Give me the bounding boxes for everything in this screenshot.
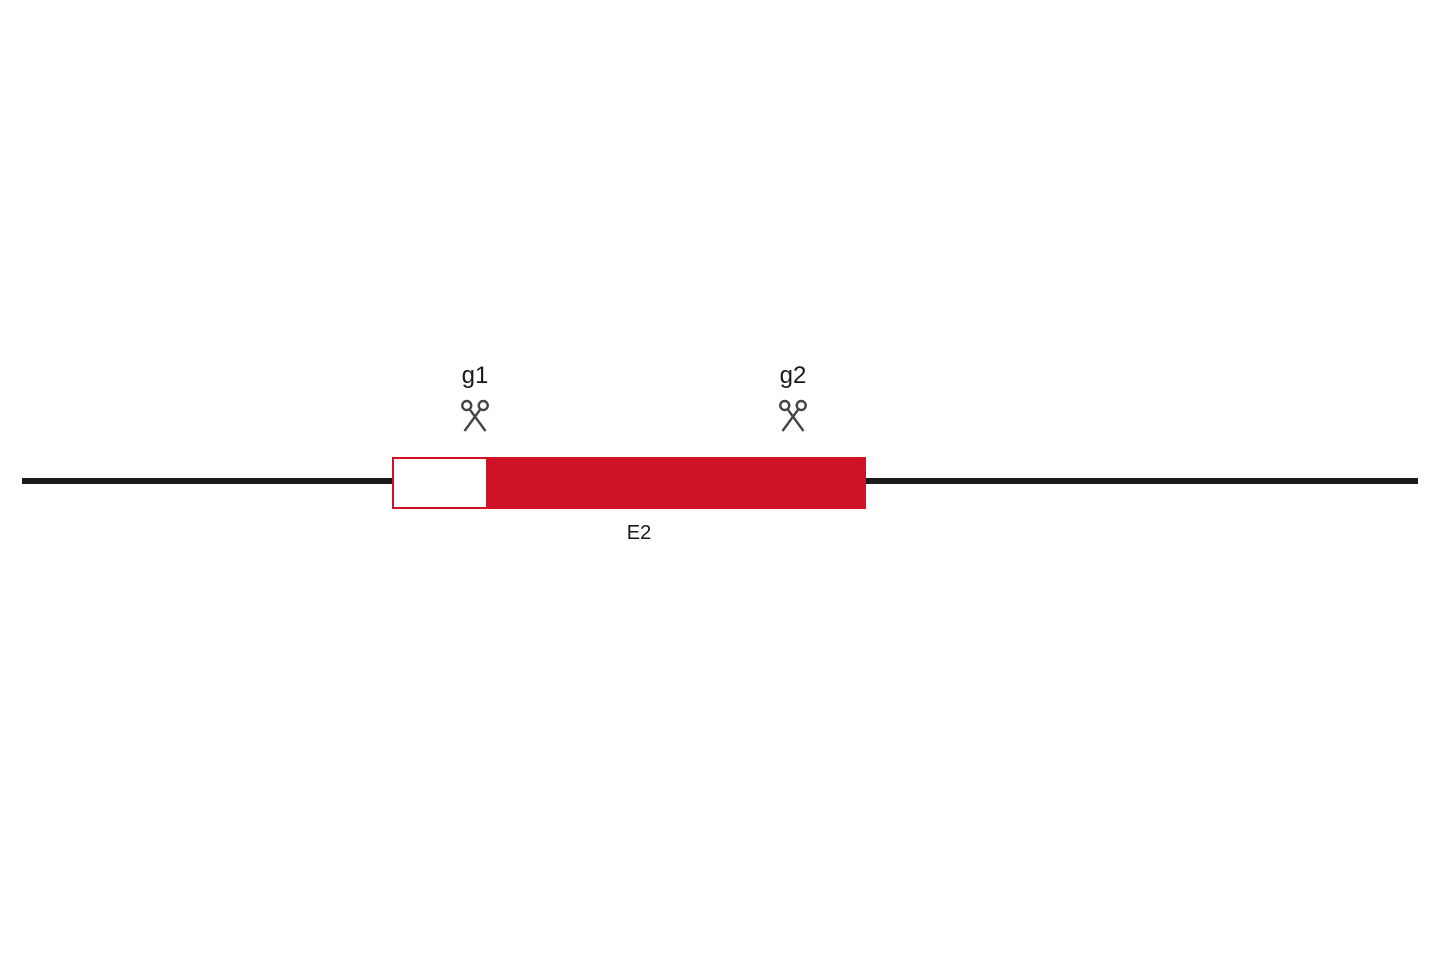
scissors-icon: [775, 398, 811, 434]
exon-coding-box: [488, 457, 866, 509]
exon-label: E2: [619, 522, 659, 545]
cut-site-g1-label: g1: [455, 362, 495, 390]
gene-diagram: E2 g1 g2: [0, 0, 1440, 960]
exon-utr-box: [392, 457, 488, 509]
scissors-icon: [457, 398, 493, 434]
cut-site-g2-label: g2: [773, 362, 813, 390]
